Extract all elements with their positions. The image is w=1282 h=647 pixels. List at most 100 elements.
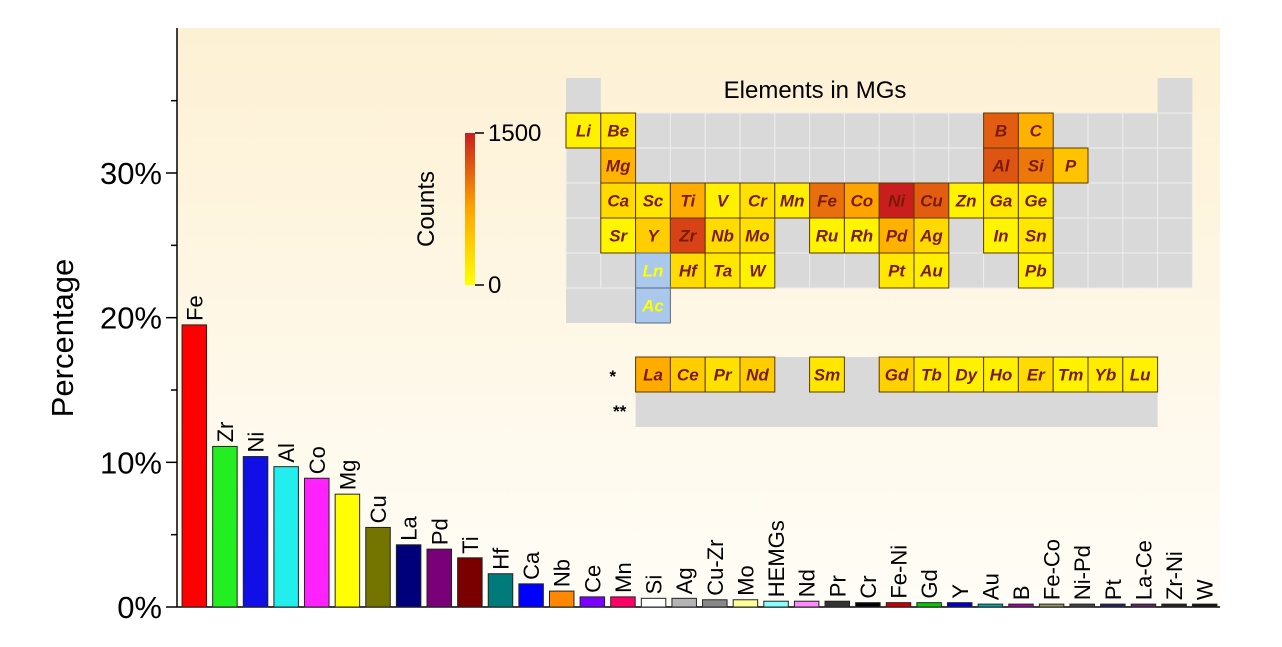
bar-label: Au bbox=[978, 573, 1003, 600]
element-symbol: Ni bbox=[888, 192, 906, 211]
element-symbol: Ge bbox=[1024, 192, 1047, 211]
element-symbol: Ln bbox=[643, 262, 664, 281]
bar-label: W bbox=[1193, 579, 1218, 600]
y-tick-label: 30% bbox=[100, 156, 162, 191]
element-symbol: W bbox=[749, 262, 767, 281]
bar-label: Pr bbox=[825, 575, 850, 597]
element-cell-v bbox=[704, 182, 741, 219]
bar-label: Fe-Ni bbox=[887, 545, 912, 599]
element-cell-tb bbox=[913, 356, 950, 393]
element-cell-la bbox=[635, 356, 671, 393]
element-cell-mg bbox=[600, 147, 637, 184]
pt-background bbox=[566, 78, 601, 113]
periodic-table-cells: Li Be B C Mg Al Si P Ca Sc Ti V Cr Mn Fe Co Ni Cu Zn Ga Ge Sr… bbox=[565, 78, 1193, 427]
bar-label: Zr-Ni bbox=[1162, 551, 1187, 600]
lanthanide-marker: * bbox=[609, 367, 617, 386]
bar-b bbox=[1008, 603, 1034, 608]
element-cell-in bbox=[983, 217, 1019, 254]
element-symbol: Pd bbox=[886, 227, 908, 246]
colorbar-min-label: 0 bbox=[488, 272, 501, 299]
element-cell-sn bbox=[1017, 217, 1054, 254]
element-symbol: Pb bbox=[1025, 262, 1047, 281]
inset-title: Elements in MGs bbox=[724, 77, 907, 104]
element-symbol: Sn bbox=[1025, 227, 1047, 246]
bar-label: Nb bbox=[550, 559, 575, 587]
bar-label: Ca bbox=[519, 551, 544, 580]
element-symbol: Mo bbox=[745, 227, 770, 246]
bar-ce bbox=[579, 596, 606, 608]
bars bbox=[181, 324, 1218, 608]
element-symbol: Zn bbox=[955, 192, 977, 211]
element-symbol: Cu bbox=[920, 192, 943, 211]
bar-label: Ti bbox=[458, 536, 483, 554]
element-symbol: Pt bbox=[888, 262, 906, 281]
element-symbol: In bbox=[993, 227, 1008, 246]
bar-cu bbox=[365, 526, 391, 608]
bar-label: Cu-Zr bbox=[703, 540, 728, 596]
bar-label: Pd bbox=[427, 518, 452, 545]
bar-zr-ni bbox=[1161, 603, 1187, 608]
element-cell-w bbox=[739, 252, 776, 289]
bar-label: Co bbox=[305, 446, 330, 474]
element-cell-fe bbox=[809, 182, 845, 219]
element-cell-al bbox=[983, 147, 1019, 184]
y-tick-label: 10% bbox=[100, 445, 162, 480]
pt-background bbox=[1157, 78, 1193, 113]
element-cell-ag bbox=[913, 217, 950, 254]
element-cell-tm bbox=[1052, 356, 1089, 393]
bar-label: Cu bbox=[366, 495, 391, 523]
bar-label: Ag bbox=[672, 567, 697, 594]
bar-ca bbox=[518, 583, 544, 608]
colorbar-gradient bbox=[465, 133, 475, 285]
element-cell-au bbox=[913, 252, 950, 289]
bar-pr bbox=[824, 600, 851, 608]
bar-hf bbox=[487, 573, 514, 608]
element-cell-ac bbox=[635, 287, 671, 324]
bar-mo bbox=[732, 599, 759, 608]
element-cell-ln bbox=[635, 252, 671, 289]
element-symbol: Zr bbox=[678, 227, 697, 246]
bar-label: Gd bbox=[917, 569, 942, 598]
bar-label: Mg bbox=[335, 460, 360, 491]
bar-au bbox=[977, 603, 1004, 608]
bar-label: HEMGs bbox=[764, 520, 789, 597]
element-symbol: Ag bbox=[919, 227, 943, 246]
element-symbol: V bbox=[717, 192, 730, 211]
bar-pd bbox=[426, 548, 452, 608]
element-cell-er bbox=[1017, 356, 1054, 393]
bar-ni bbox=[242, 456, 269, 608]
bar-cu-zr bbox=[702, 599, 728, 608]
element-cell-sm bbox=[809, 356, 845, 393]
element-symbol: Gd bbox=[885, 366, 909, 385]
bar-w bbox=[1191, 603, 1218, 608]
bar-zr bbox=[212, 445, 238, 608]
element-symbol: Sm bbox=[814, 366, 840, 385]
bar-label: Nd bbox=[795, 569, 820, 597]
element-symbol: C bbox=[1030, 122, 1043, 141]
element-symbol: Ga bbox=[990, 192, 1013, 211]
bar-label: Ce bbox=[580, 565, 605, 593]
bar-al bbox=[273, 466, 299, 608]
bar-label: Si bbox=[642, 575, 667, 595]
element-cell-lu bbox=[1122, 356, 1159, 393]
bar-label: Fe bbox=[182, 295, 207, 321]
element-cell-si bbox=[1017, 147, 1054, 184]
y-tick-label: 20% bbox=[100, 301, 162, 336]
element-symbol: Ce bbox=[677, 366, 699, 385]
element-symbol: Ho bbox=[990, 366, 1013, 385]
bar-label: Zr bbox=[213, 422, 238, 443]
bar-y bbox=[947, 602, 973, 608]
element-symbol: P bbox=[1065, 157, 1077, 176]
element-cell-ta bbox=[704, 252, 741, 289]
element-symbol: Ac bbox=[641, 297, 664, 316]
bar-label: Cr bbox=[856, 575, 881, 598]
bar-label: Hf bbox=[488, 547, 513, 570]
element-cell-zn bbox=[948, 182, 985, 219]
colorbar: 1500 0 Counts bbox=[413, 120, 541, 299]
y-axis: 0% 10% 20% 30% bbox=[100, 28, 1220, 625]
bar-label: Al bbox=[274, 443, 299, 463]
bar-mn bbox=[610, 596, 636, 608]
bar-label: Ni-Pd bbox=[1070, 545, 1095, 600]
bar-gd bbox=[916, 602, 942, 608]
